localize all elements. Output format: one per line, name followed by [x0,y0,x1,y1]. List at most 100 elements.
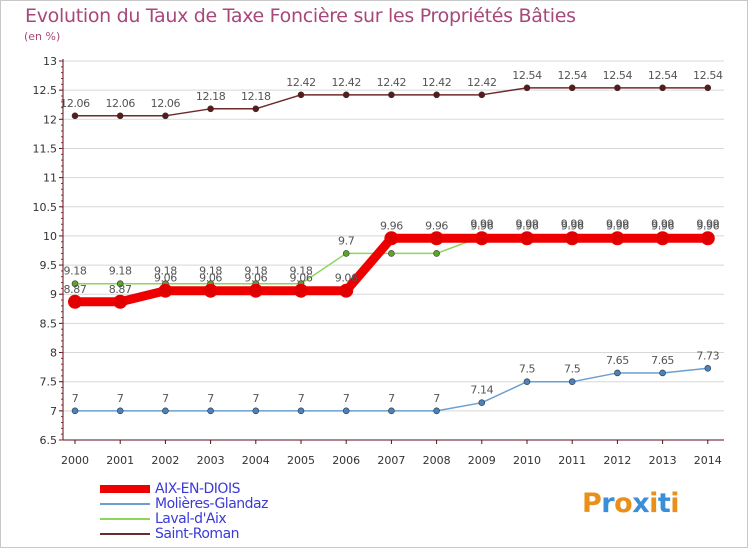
data-label-laval-d-aix: 9.99 [470,218,493,231]
logo-letter: t [657,488,671,519]
data-point-moli-res-glandaz [478,399,486,406]
data-label-saint-roman: 12.06 [151,97,181,110]
data-point-saint-roman [704,84,712,92]
data-label-moli-res-glandaz: 7 [117,392,124,405]
data-point-moli-res-glandaz [388,407,395,415]
data-point-moli-res-glandaz [116,407,124,415]
data-label-moli-res-glandaz: 7 [343,392,350,405]
data-label-laval-d-aix: 9.99 [516,218,539,231]
data-label-aix-en-diois: 9.96 [516,219,539,232]
data-point-moli-res-glandaz [162,407,169,415]
data-point-saint-roman [297,91,305,99]
data-label-moli-res-glandaz: 7.65 [651,354,674,367]
legend-label-molieres-glandaz: Molières-Glandaz [155,496,268,512]
chart-unit: (en %) [24,30,61,43]
data-point-saint-roman [614,84,621,92]
x-tick-label: 2010 [513,454,541,467]
data-point-aix-en-diois [113,294,128,309]
data-label-laval-d-aix: 9.99 [561,218,584,231]
data-point-saint-roman [162,112,169,120]
data-point-aix-en-diois [429,231,444,246]
data-label-aix-en-diois: 9.96 [651,219,674,232]
data-point-aix-en-diois [384,231,399,246]
y-tick-label: 11.5 [33,142,58,155]
data-point-saint-roman [478,91,486,99]
data-point-aix-en-diois [203,283,218,298]
data-label-moli-res-glandaz: 7 [298,392,305,405]
data-point-moli-res-glandaz [704,364,712,372]
data-label-saint-roman: 12.06 [60,97,90,110]
x-tick-label: 2003 [197,454,225,467]
data-point-aix-en-diois [68,294,82,309]
y-tick-label: 8 [50,347,57,360]
data-label-laval-d-aix: 9.99 [696,218,719,231]
data-label-aix-en-diois: 9.06 [244,272,267,285]
x-tick-label: 2006 [332,454,360,467]
data-point-aix-en-diois [248,283,263,298]
data-label-saint-roman: 12.54 [603,69,633,82]
data-point-laval-d-aix [433,250,440,257]
data-label-moli-res-glandaz: 7.65 [606,354,629,367]
data-point-aix-en-diois [610,231,625,246]
data-point-moli-res-glandaz [433,407,440,415]
data-point-saint-roman [342,91,350,99]
data-label-laval-d-aix: 9.18 [199,265,222,278]
y-tick-label: 7.5 [40,376,58,389]
data-label-saint-roman: 12.18 [196,90,226,103]
data-point-aix-en-diois [655,231,670,246]
x-tick-label: 2009 [468,454,496,467]
data-point-saint-roman [659,84,666,92]
y-tick-label: 10 [43,230,57,243]
data-point-aix-en-diois [520,231,534,246]
data-point-moli-res-glandaz [342,407,350,415]
data-point-aix-en-diois [474,231,489,246]
legend-swatch-aix-en-diois [100,485,150,493]
data-label-moli-res-glandaz: 7 [252,392,259,405]
y-tick-label: 8.5 [40,317,58,330]
data-label-saint-roman: 12.54 [557,69,587,82]
data-label-aix-en-diois: 9.06 [290,272,313,285]
legend-swatch-saint-roman [100,533,150,535]
x-tick-label: 2014 [694,454,722,467]
data-label-saint-roman: 12.06 [105,97,135,110]
data-point-laval-d-aix [388,250,395,257]
data-label-saint-roman: 12.42 [286,76,316,89]
y-tick-label: 9.5 [40,259,58,272]
data-point-aix-en-diois [700,231,715,246]
data-label-aix-en-diois: 9.06 [199,272,222,285]
logo-letter: P [582,488,602,519]
x-tick-label: 2001 [106,454,134,467]
data-point-moli-res-glandaz [568,378,576,385]
line-chart: 6.5 7 7.5 8 8.5 9 9.5 10 10.5 11 11.5 12 12.5 13 2000 2… [33,55,724,467]
data-label-aix-en-diois: 8.87 [64,283,87,296]
data-point-moli-res-glandaz [252,407,260,415]
data-label-aix-en-diois: 9.96 [425,219,448,232]
data-label-aix-en-diois: 9.96 [470,219,493,232]
data-label-laval-d-aix: 9.18 [64,265,87,278]
data-point-laval-d-aix [116,280,124,288]
data-label-aix-en-diois: 8.87 [109,283,132,296]
x-tick-label: 2007 [377,454,405,467]
data-label-saint-roman: 12.42 [377,76,407,89]
data-point-aix-en-diois [339,283,354,298]
data-label-moli-res-glandaz: 7 [433,392,440,405]
x-tick-label: 2002 [151,454,179,467]
data-label-saint-roman: 12.42 [422,76,452,89]
x-tick-label: 2013 [649,454,677,467]
data-point-saint-roman [207,105,214,113]
data-label-saint-roman: 12.42 [467,76,497,89]
x-tick-label: 2008 [423,454,451,467]
data-label-moli-res-glandaz: 7.14 [470,384,493,397]
y-tick-label: 12.5 [33,84,58,97]
data-point-aix-en-diois [294,283,308,298]
data-label-aix-en-diois: 9.06 [154,272,177,285]
data-label-laval-d-aix: 9.18 [109,265,132,278]
data-label-aix-en-diois: 9.96 [380,219,403,232]
data-label-moli-res-glandaz: 7.5 [519,363,536,376]
data-label-saint-roman: 12.54 [648,69,678,82]
data-point-saint-roman [116,112,124,120]
data-point-saint-roman [523,84,531,92]
x-tick-label: 2004 [242,454,270,467]
data-point-moli-res-glandaz [659,369,666,377]
